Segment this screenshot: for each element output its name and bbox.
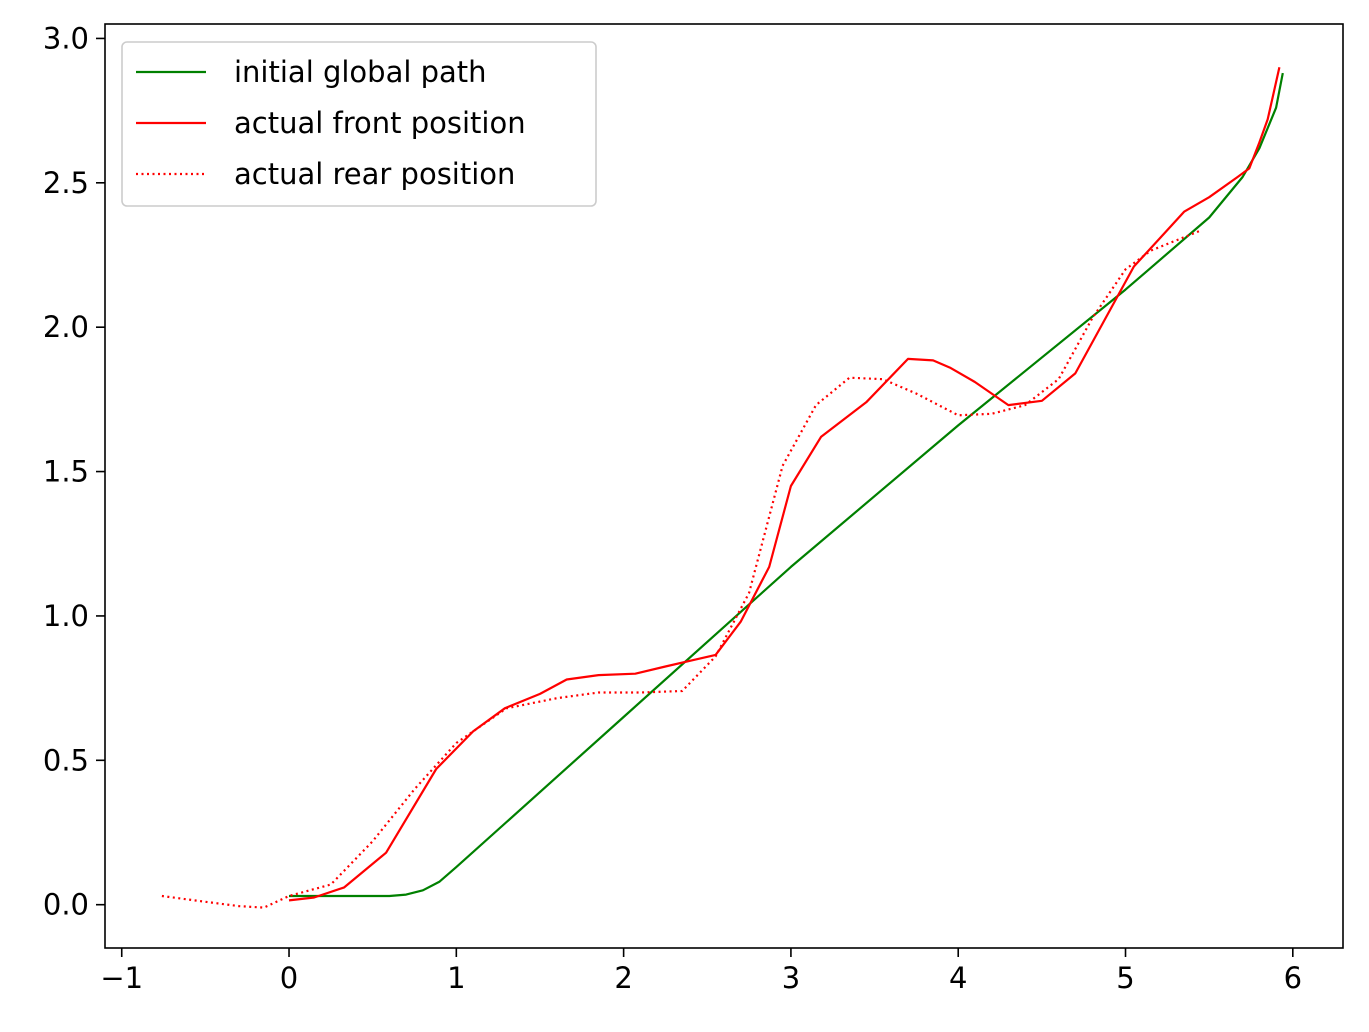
x-tick-label: 5 [1116, 961, 1134, 995]
x-tick-label: 3 [782, 961, 800, 995]
y-tick-label: 3.0 [43, 21, 89, 55]
legend: initial global path actual front positio… [121, 41, 597, 207]
y-tick-label: 1.0 [43, 599, 89, 633]
series-line-actual-front-position [288, 67, 1281, 902]
axes-frame [104, 23, 1344, 949]
x-tick-label: −1 [100, 961, 143, 995]
y-tick-label: 2.0 [43, 310, 89, 344]
x-tick-label: 2 [614, 961, 632, 995]
y-tick-label: 0.0 [43, 888, 89, 922]
x-tick-label: 1 [447, 961, 465, 995]
series-layer [161, 67, 1284, 909]
series-line-initial-global-path [289, 72, 1284, 898]
y-axis: 0.0 0.5 1.0 1.5 2.0 2.5 3.0 [43, 21, 105, 922]
legend-label-actual-rear-position: actual rear position [234, 157, 515, 191]
y-tick-label: 0.5 [43, 743, 89, 777]
legend-box [121, 41, 597, 207]
x-axis: −1 0 1 2 3 4 5 6 [100, 948, 1302, 995]
y-tick-label: 1.5 [43, 455, 89, 489]
series-line-actual-rear-position [161, 229, 1202, 909]
y-tick-label: 2.5 [43, 166, 89, 200]
x-tick-label: 6 [1284, 961, 1302, 995]
legend-label-initial-global-path: initial global path [234, 55, 487, 89]
x-tick-label: 0 [280, 961, 298, 995]
x-tick-label: 4 [949, 961, 967, 995]
legend-label-actual-front-position: actual front position [234, 106, 526, 140]
